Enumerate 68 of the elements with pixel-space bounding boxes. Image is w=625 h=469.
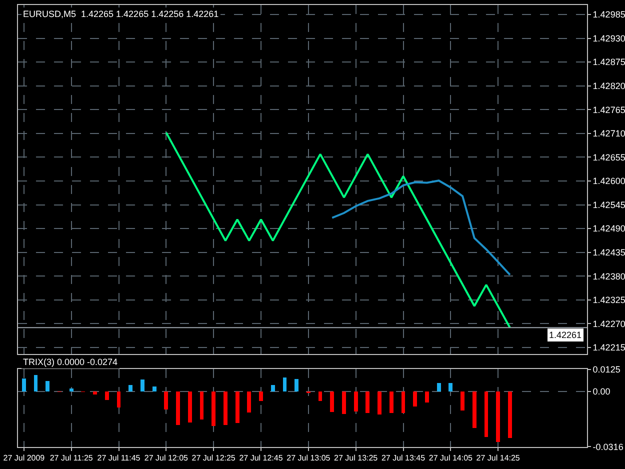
x-tick-label: 27 Jul 2009 [3, 454, 46, 463]
bar [413, 391, 418, 407]
bar [128, 385, 133, 392]
x-tick-label: 27 Jul 12:25 [192, 454, 236, 463]
bar [389, 391, 394, 414]
bar [69, 388, 74, 392]
bar [270, 384, 275, 392]
x-tick-label: 27 Jul 13:05 [286, 454, 331, 463]
bar [472, 391, 476, 428]
y-tick-label: 1.42545 [592, 200, 625, 210]
bar [448, 383, 453, 392]
y-tick-label: 1.42820 [592, 81, 625, 92]
bar [425, 391, 429, 402]
bar [34, 374, 38, 392]
bar [152, 386, 156, 392]
y-tick-label: 1.42325 [592, 295, 625, 306]
bar [104, 391, 109, 400]
y-tick-label: 1.42600 [592, 176, 625, 186]
text: EURUSD,M5 1.42265 1.42265 1.42256 1.42261 [23, 9, 219, 19]
bar [508, 391, 512, 438]
bar [496, 391, 500, 442]
bar [212, 391, 216, 426]
bar [378, 391, 382, 414]
line-series [331, 180, 511, 276]
bar [223, 391, 228, 426]
x-tick-label: 27 Jul 14:25 [476, 454, 520, 463]
bar [188, 391, 192, 423]
y-tick-label: 1.42380 [592, 271, 625, 282]
bar [342, 391, 346, 414]
x-tick-label: 27 Jul 11:45 [97, 454, 141, 463]
y-tick-label: 1.42985 [592, 10, 625, 20]
bar [294, 378, 299, 392]
bar [164, 391, 168, 410]
bar [93, 391, 98, 395]
bar [22, 378, 26, 392]
bar [235, 391, 240, 423]
x-tick-label: 27 Jul 12:45 [239, 454, 284, 463]
y-tick-label: 0.0125 [592, 364, 620, 374]
bar [460, 391, 464, 411]
line-series [165, 132, 511, 329]
y-tick-label: 1.42930 [592, 33, 625, 44]
bar [282, 377, 287, 392]
y-tick-label: 0.00 [592, 386, 610, 396]
bar [46, 381, 50, 392]
x-tick-label: 27 Jul 13:45 [381, 454, 426, 463]
ref-line-label: 1.42261 [549, 330, 582, 340]
y-tick-label: 1.42765 [592, 104, 625, 115]
y-tick-label: 1.42875 [592, 57, 625, 68]
y-tick-label: 1.42435 [592, 248, 625, 258]
x-tick-label: 27 Jul 12:05 [144, 454, 189, 463]
bar [176, 391, 180, 426]
bar [259, 391, 263, 402]
y-tick-label: 1.42270 [592, 318, 625, 329]
bar [247, 391, 252, 412]
x-tick-label: 27 Jul 11:25 [50, 454, 94, 463]
bar [436, 383, 441, 392]
y-tick-label: -0.0316 [592, 442, 624, 452]
bar [366, 391, 370, 413]
chart-title: TRIX(3) 0.0000 -0.0274 [23, 357, 118, 367]
bar [330, 391, 334, 412]
y-tick-label: 1.42215 [592, 342, 625, 353]
bar [140, 380, 144, 392]
y-tick-label: 1.42490 [592, 224, 625, 234]
y-tick-label: 1.42655 [592, 152, 625, 162]
y-tick-label: 1.42710 [592, 128, 625, 139]
x-tick-label: 27 Jul 14:05 [428, 454, 474, 463]
bar [354, 391, 358, 412]
x-tick-label: 27 Jul 13:25 [334, 454, 378, 463]
